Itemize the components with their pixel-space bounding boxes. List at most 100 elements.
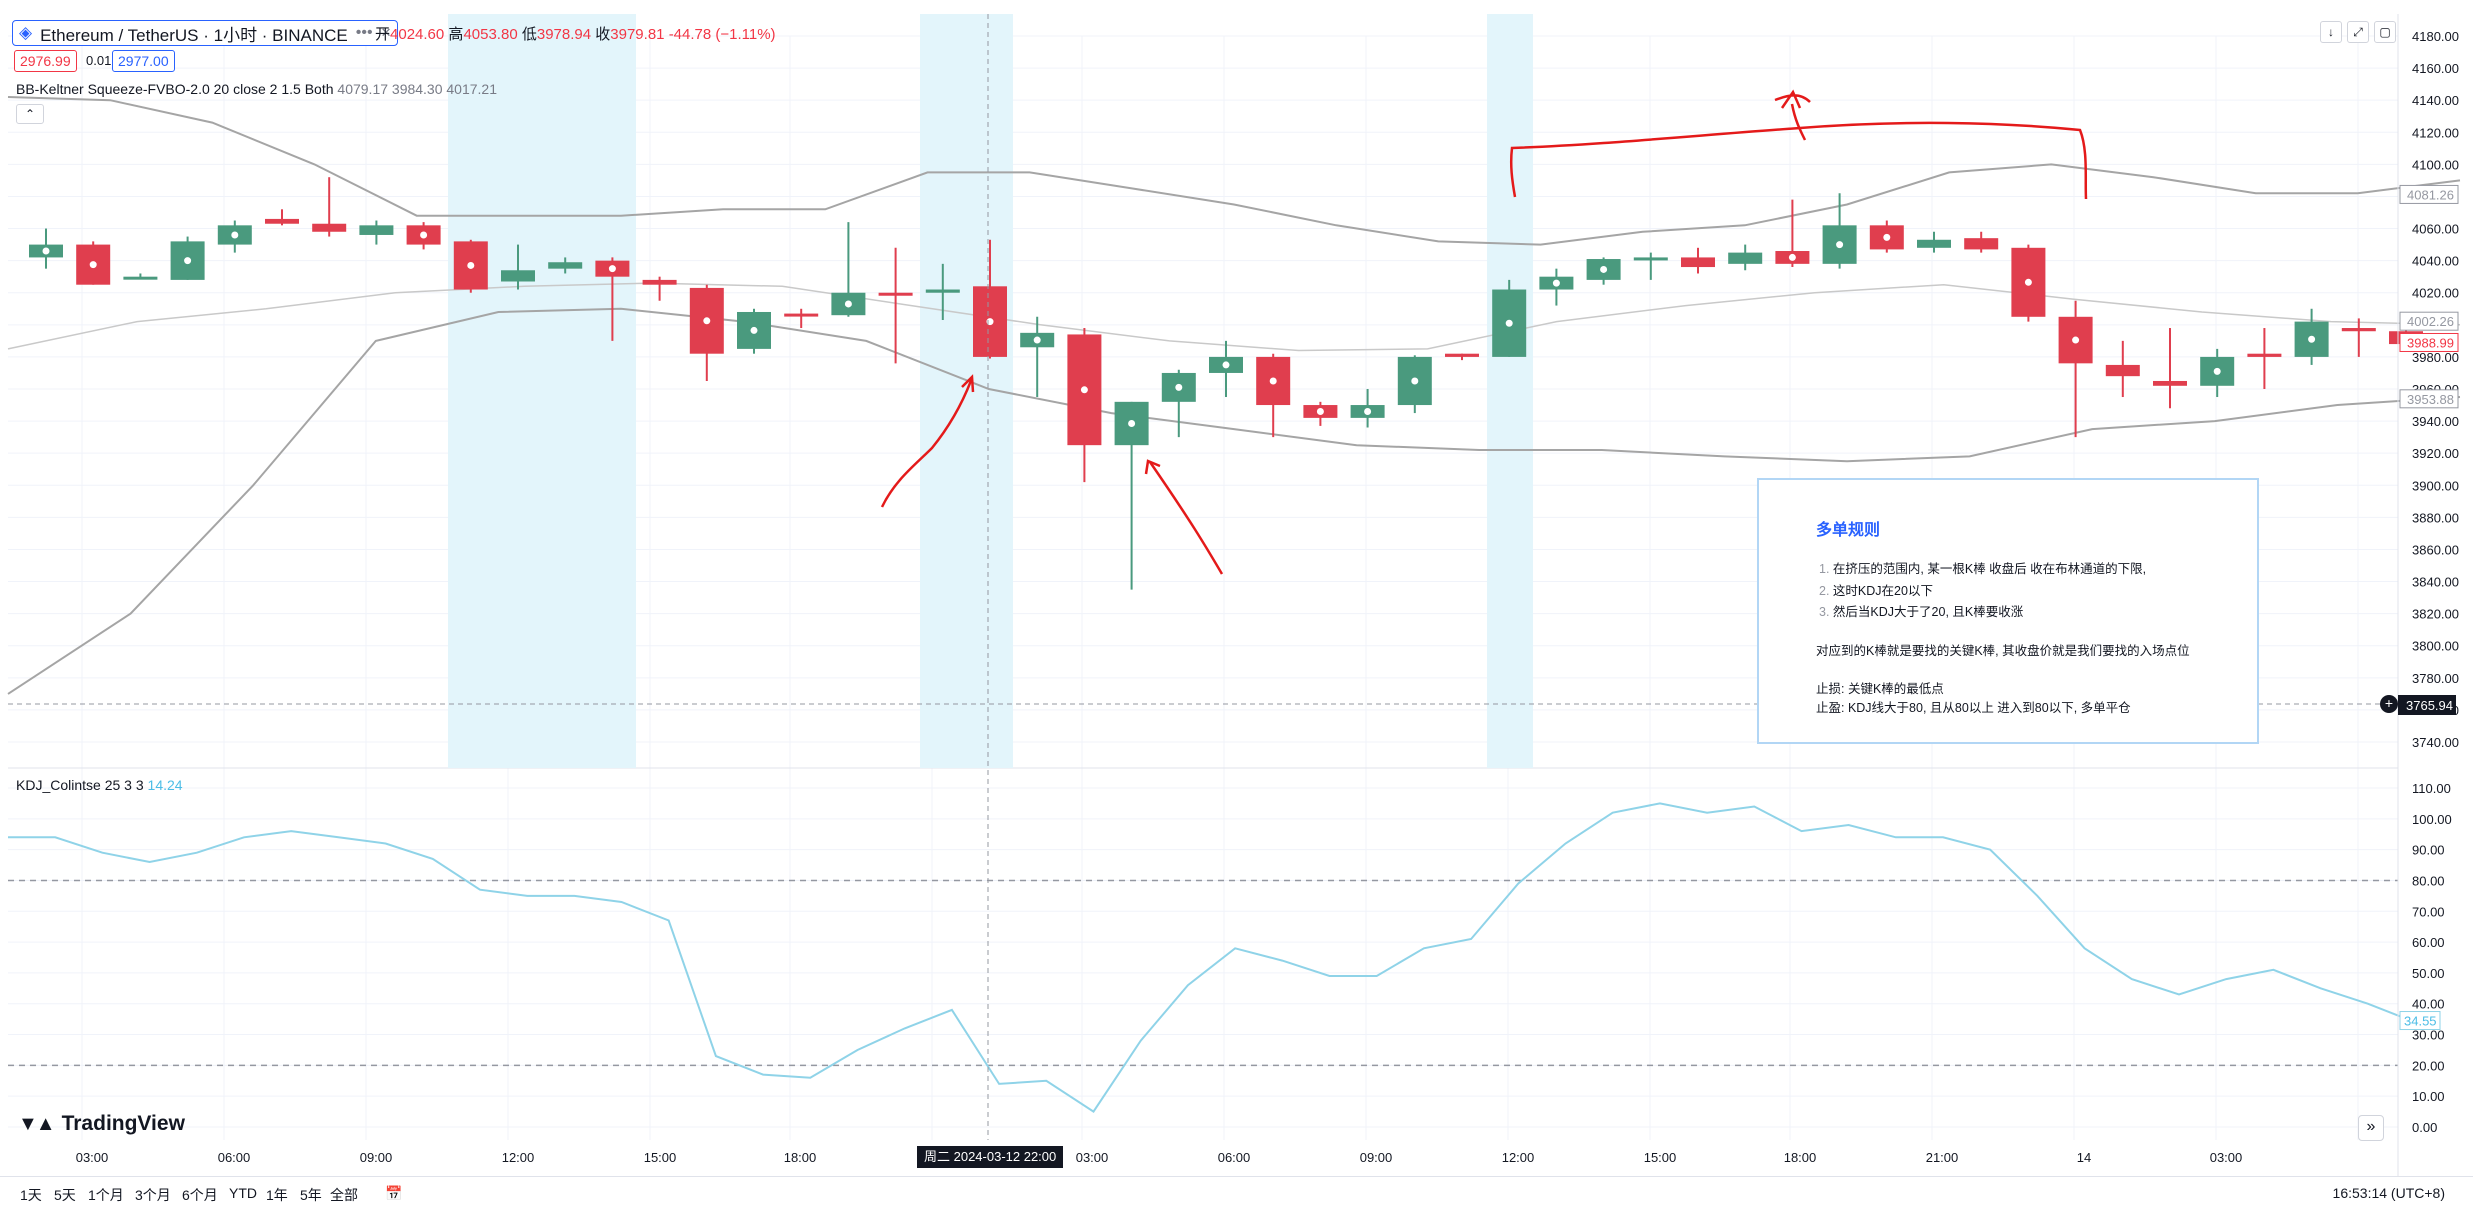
period-6m[interactable]: 6个月 [182, 1187, 218, 1203]
time-tick-label: 03:00 [76, 1150, 109, 1165]
note-stop-loss: 止损: 关键K棒的最低点 [1816, 682, 1944, 696]
signal-dot [1220, 359, 1232, 371]
crosshair-price-label: 3765.94 [2406, 698, 2453, 713]
crosshair-time-label: 周二 2024-03-12 22:00 [917, 1146, 1064, 1168]
candle-body [548, 262, 583, 269]
time-tick-label: 12:00 [1502, 1150, 1535, 1165]
upper-band-line [7, 96, 2461, 246]
candle-body [265, 218, 299, 224]
price-tick-label: 3860.00 [2412, 542, 2459, 557]
kdj-legend[interactable]: KDJ_Colintse 25 3 3 14.24 [16, 777, 183, 793]
price-tick-label: 3740.00 [2412, 735, 2459, 750]
price-tick-label: 3820.00 [2412, 607, 2459, 622]
time-tick-label: 09:00 [360, 1150, 393, 1165]
candle-body [642, 279, 677, 285]
period-1m[interactable]: 1个月 [88, 1187, 124, 1203]
price-marker-box [2399, 389, 2459, 409]
price-tick-label: 3980.00 [2412, 350, 2459, 365]
bb-keltner-legend[interactable]: BB-Keltner Squeeze-FVBO-2.0 20 close 2 1… [16, 81, 498, 97]
period-5y[interactable]: 5年 [300, 1187, 322, 1203]
kdj-tick-label: 90.00 [2412, 843, 2445, 858]
period-all[interactable]: 全部 [330, 1187, 358, 1203]
signal-dot [842, 298, 854, 310]
kdj-tick-label: 50.00 [2412, 966, 2445, 981]
expand-icon[interactable]: ⤢ [2347, 21, 2369, 43]
kdj-tick-label: 10.00 [2412, 1089, 2445, 1104]
price-tick-label: 3940.00 [2412, 414, 2459, 429]
candle-body [2341, 328, 2376, 332]
kdj-tick-label: 0.00 [2412, 1120, 2437, 1135]
kdj-tick-label: 80.00 [2412, 873, 2445, 888]
squeeze-zones [448, 14, 1533, 768]
close-icon[interactable]: ✕ [380, 25, 392, 40]
candles [29, 177, 2423, 590]
candle-body [2247, 353, 2282, 357]
tradingview-logo: ▼▲ TradingView [18, 1112, 185, 1135]
maximize-icon[interactable]: ▢ [2374, 21, 2396, 43]
sell-button[interactable]: 2976.99 [14, 50, 77, 72]
arrow-down-icon[interactable]: ↓ [2320, 21, 2342, 43]
price-marker-label: 3988.99 [2407, 335, 2454, 350]
price-tick-label: 3840.00 [2412, 575, 2459, 590]
signal-dot [2022, 276, 2034, 288]
signal-dot [1362, 405, 1374, 417]
candle-body [359, 225, 394, 235]
signal-dot [418, 229, 430, 241]
collapse-legend-button[interactable]: ⌃ [16, 104, 44, 124]
candle-body [2105, 364, 2140, 377]
tradingview-icon: ▼▲ [18, 1112, 56, 1135]
buy-button[interactable]: 2977.00 [112, 50, 175, 72]
price-marker-box [2399, 332, 2459, 352]
signal-dot [1598, 263, 1610, 275]
signal-dot [1786, 251, 1798, 263]
kdj-tick-label: 40.00 [2412, 997, 2445, 1012]
kdj-tick-label: 100.00 [2412, 812, 2452, 827]
candle-body [925, 289, 960, 293]
add-icon[interactable]: + [2380, 695, 2398, 713]
signal-dot [229, 229, 241, 241]
arrow-annotation-2 [1148, 461, 1224, 575]
ethereum-icon: ◈ [19, 23, 33, 42]
period-3m[interactable]: 3个月 [135, 1187, 171, 1203]
price-marker-label: 4081.26 [2407, 187, 2454, 202]
note-paragraph: 对应到的K棒就是要找的关键K棒, 其收盘价就是我们要找的入场点位 [1816, 644, 2190, 658]
price-tick-label: 3900.00 [2412, 478, 2459, 493]
arrow-head-1 [961, 374, 975, 393]
signal-dot [2306, 333, 2318, 345]
scroll-forward-button[interactable]: » [2358, 1115, 2384, 1141]
time-tick-label: 03:00 [1076, 1150, 1109, 1165]
middle-band-line [7, 282, 2461, 352]
more-icon[interactable]: ••• [355, 24, 373, 41]
kdj-tick-label: 60.00 [2412, 935, 2445, 950]
signal-dot [1031, 334, 1043, 346]
candle-body [1964, 238, 1999, 250]
squeeze-zone [1487, 14, 1533, 768]
up-arrow-annotation [1774, 89, 1811, 141]
grid-lines [8, 35, 2398, 1140]
time-tick-label: 03:00 [2210, 1150, 2243, 1165]
price-tick-label: 3920.00 [2412, 446, 2459, 461]
time-tick-label: 18:00 [1784, 1150, 1817, 1165]
crosshair-price-box [2398, 695, 2456, 715]
price-tick-label: 4180.00 [2412, 29, 2459, 44]
price-marker-label: 3953.88 [2407, 392, 2454, 407]
signal-dot [1173, 381, 1185, 393]
kdj-line [8, 802, 2416, 1113]
signal-dot [984, 316, 996, 328]
time-tick-label: 06:00 [218, 1150, 251, 1165]
rules-note[interactable]: 多单规则 1. 在挤压的范围内, 某一根K棒 收盘后 收在布林通道的下限, 2.… [1757, 478, 2259, 744]
period-1d[interactable]: 1天 [20, 1187, 42, 1203]
symbol-title[interactable]: ◈ Ethereum / TetherUS · 1小时 · BINANCE ••… [12, 20, 399, 46]
calendar-icon[interactable]: 📅 [385, 1185, 403, 1201]
period-1y[interactable]: 1年 [266, 1187, 288, 1203]
candle-body [1917, 239, 1951, 248]
price-tick-label: 4040.00 [2412, 254, 2459, 269]
signal-dot [1881, 231, 1893, 243]
candle-body [878, 292, 913, 296]
axes: 4180.004160.004140.004120.004100.004080.… [8, 14, 2459, 1176]
period-ytd[interactable]: YTD [229, 1185, 257, 1201]
clock: 16:53:14 (UTC+8) [2332, 1185, 2445, 1201]
time-tick-label: 12:00 [502, 1150, 535, 1165]
period-5d[interactable]: 5天 [54, 1187, 76, 1203]
